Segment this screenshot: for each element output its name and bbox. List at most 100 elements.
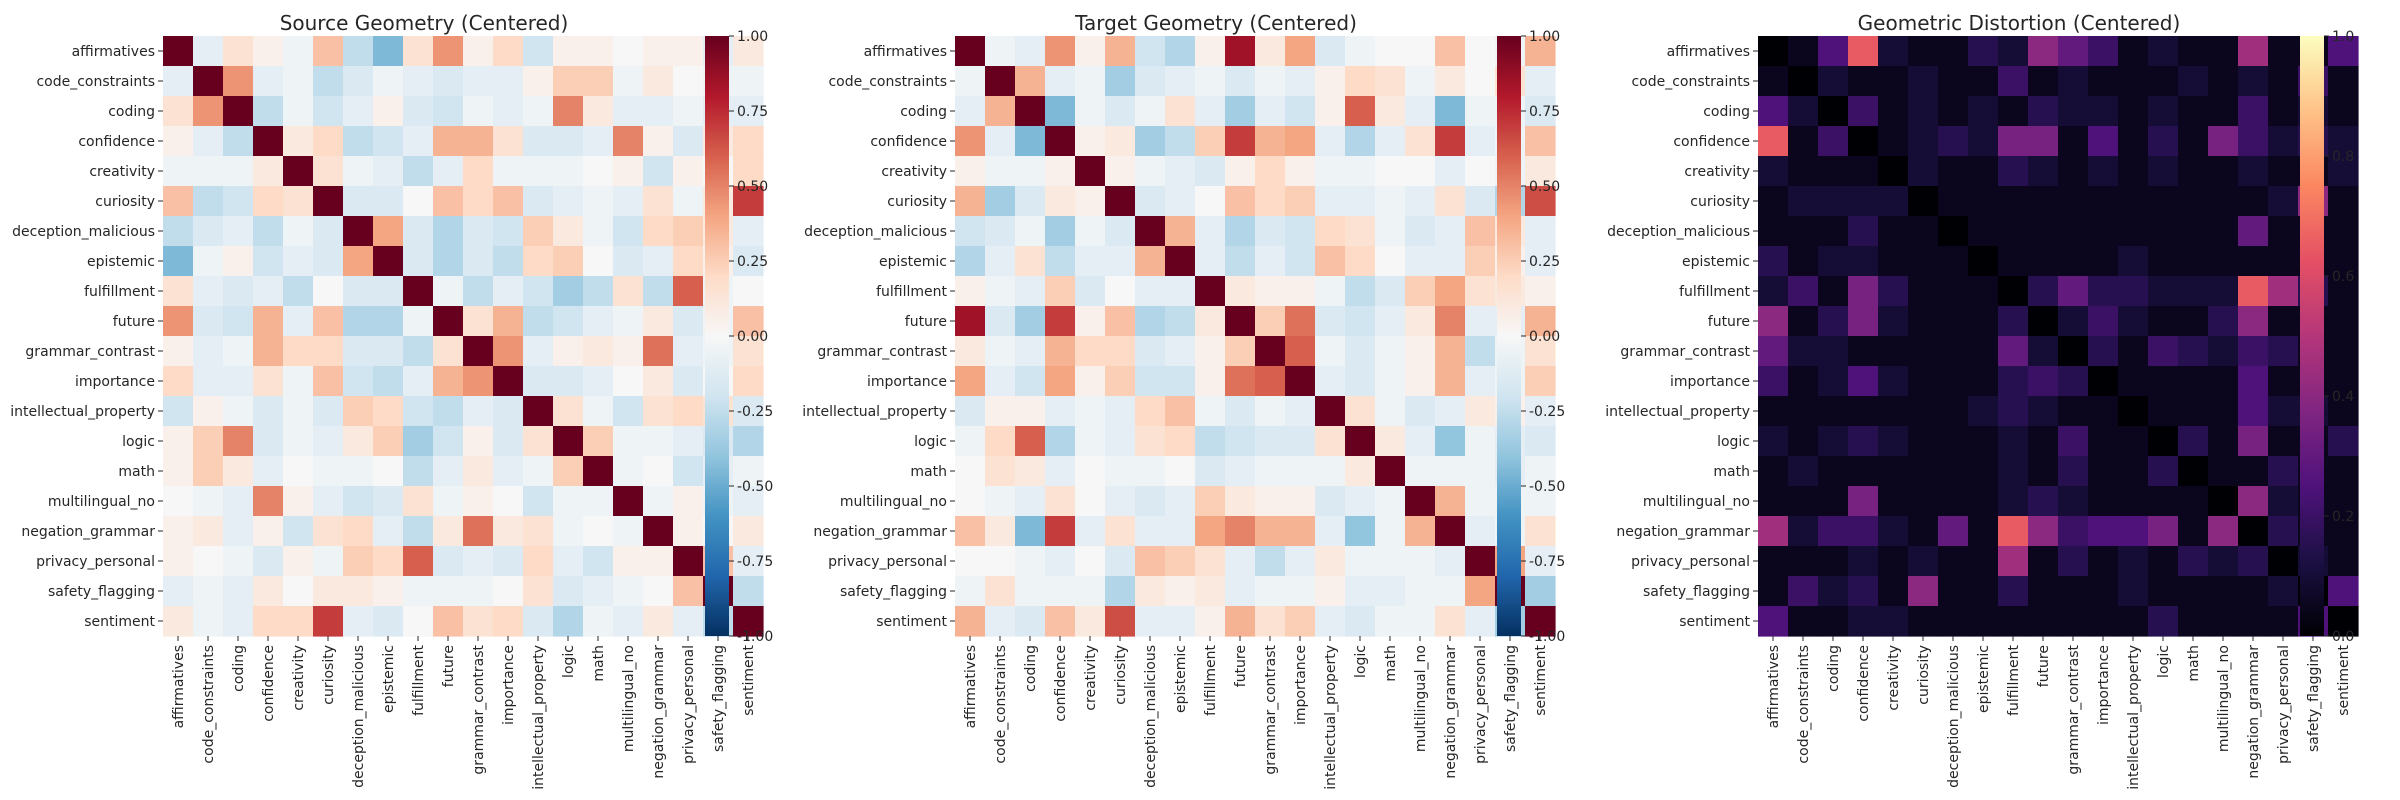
- heatmap-cell-creativity-coding: [1818, 156, 1849, 187]
- heatmap-cell-grammar_contrast-confidence: [253, 336, 284, 367]
- heatmap-cell-fulfillment-future: [1225, 276, 1256, 307]
- heatmap-cell-curiosity-future: [1225, 186, 1256, 217]
- heatmap-cell-affirmatives-logic: [2148, 36, 2179, 67]
- heatmap-cell-epistemic-creativity: [283, 246, 314, 277]
- x-tick-label: sentiment: [1533, 644, 1549, 715]
- heatmap-cell-deception_malicious-sentiment: [2328, 216, 2359, 247]
- heatmap-cell-creativity-multilingual_no: [1405, 156, 1436, 187]
- heatmap-cell-coding-curiosity: [1908, 96, 1939, 127]
- heatmap-cell-curiosity-creativity: [283, 186, 314, 217]
- heatmap-cell-multilingual_no-privacy_personal: [1465, 486, 1496, 517]
- heatmap-cell-confidence-intellectual_property: [2118, 126, 2149, 157]
- heatmap-cell-intellectual_property-privacy_personal: [1465, 396, 1496, 427]
- heatmap-cell-epistemic-fulfillment: [1998, 246, 2029, 277]
- heatmap-cell-logic-fulfillment: [1998, 426, 2029, 457]
- heatmap-cell-coding-future: [1225, 96, 1256, 127]
- y-tick-label: importance: [867, 374, 947, 390]
- heatmap-cell-safety_flagging-logic: [2148, 576, 2179, 607]
- heatmap-cell-affirmatives-future: [1225, 36, 1256, 67]
- heatmap-cell-math-confidence: [1848, 456, 1879, 487]
- heatmap-cell-grammar_contrast-grammar_contrast: [2058, 336, 2089, 367]
- heatmap-cell-importance-grammar_contrast: [1255, 366, 1286, 397]
- heatmap-cell-math-future: [1225, 456, 1256, 487]
- heatmap-cell-math-logic: [2148, 456, 2179, 487]
- heatmap-cell-coding-intellectual_property: [1315, 96, 1346, 127]
- heatmap-cell-math-deception_malicious: [1938, 456, 1969, 487]
- heatmap-cell-intellectual_property-future: [433, 396, 464, 427]
- heatmap-cell-fulfillment-curiosity: [1105, 276, 1136, 307]
- heatmap-cell-logic-affirmatives: [163, 426, 194, 457]
- heatmap-cell-confidence-deception_malicious: [1135, 126, 1166, 157]
- heatmap-cell-epistemic-multilingual_no: [1405, 246, 1436, 277]
- heatmap-cell-logic-epistemic: [1165, 426, 1196, 457]
- y-tick-label: logic: [1717, 434, 1750, 450]
- heatmap-cell-deception_malicious-affirmatives: [163, 216, 194, 247]
- heatmap-cell-curiosity-grammar_contrast: [2058, 186, 2089, 217]
- colorbar-tick-label: 0.4: [2332, 389, 2354, 405]
- heatmap-cell-importance-grammar_contrast: [463, 366, 494, 397]
- y-tick-label: privacy_personal: [36, 554, 155, 570]
- heatmap-cell-importance-logic: [1345, 366, 1376, 397]
- heatmap-cell-multilingual_no-logic: [1345, 486, 1376, 517]
- heatmap-cell-code_constraints-deception_malicious: [1938, 66, 1969, 97]
- y-tick-label: importance: [1670, 374, 1750, 390]
- heatmap-cell-code_constraints-negation_grammar: [1435, 66, 1466, 97]
- heatmap-cell-fulfillment-coding: [1818, 276, 1849, 307]
- heatmap-cell-grammar_contrast-code_constraints: [1788, 336, 1819, 367]
- x-tick-label: logic: [561, 645, 577, 678]
- x-tick-label: epistemic: [381, 645, 397, 713]
- heatmap-cell-deception_malicious-confidence: [1045, 216, 1076, 247]
- heatmap-cell-intellectual_property-epistemic: [1165, 396, 1196, 427]
- heatmap-cell-fulfillment-code_constraints: [985, 276, 1016, 307]
- x-tick-label: negation_grammar: [651, 645, 667, 779]
- heatmap-cell-fulfillment-grammar_contrast: [1255, 276, 1286, 307]
- heatmap-cell-intellectual_property-sentiment: [733, 396, 764, 427]
- y-tick-label: negation_grammar: [1616, 524, 1750, 540]
- heatmap-cell-fulfillment-intellectual_property: [1315, 276, 1346, 307]
- heatmap-cell-affirmatives-intellectual_property: [1315, 36, 1346, 67]
- heatmap-cell-curiosity-creativity: [1075, 186, 1106, 217]
- heatmap-cell-future-logic: [553, 306, 584, 337]
- heatmap-cell-multilingual_no-negation_grammar: [643, 486, 674, 517]
- heatmap-cell-deception_malicious-curiosity: [313, 216, 344, 247]
- heatmap-cell-confidence-curiosity: [1105, 126, 1136, 157]
- heatmap-cell-grammar_contrast-multilingual_no: [2208, 336, 2239, 367]
- heatmap-cell-code_constraints-negation_grammar: [643, 66, 674, 97]
- heatmap-cell-fulfillment-privacy_personal: [673, 276, 704, 307]
- heatmap-cell-coding-negation_grammar: [643, 96, 674, 127]
- heatmap-cell-fulfillment-multilingual_no: [2208, 276, 2239, 307]
- heatmap-cell-future-sentiment: [1525, 306, 1556, 337]
- heatmap-cell-coding-future: [433, 96, 464, 127]
- heatmap-cell-importance-creativity: [1878, 366, 1909, 397]
- heatmap-cell-grammar_contrast-importance: [2088, 336, 2119, 367]
- heatmap-cell-negation_grammar-deception_malicious: [1938, 516, 1969, 547]
- heatmap-cell-fulfillment-sentiment: [1525, 276, 1556, 307]
- heatmap-cell-coding-privacy_personal: [2268, 96, 2299, 127]
- x-tick-label: importance: [2096, 645, 2112, 725]
- heatmap-cell-epistemic-curiosity: [1908, 246, 1939, 277]
- heatmap-cell-privacy_personal-fulfillment: [1195, 546, 1226, 577]
- heatmap-cell-negation_grammar-fulfillment: [1998, 516, 2029, 547]
- heatmap-cell-confidence-intellectual_property: [523, 126, 554, 157]
- heatmap-cell-grammar_contrast-coding: [223, 336, 254, 367]
- heatmap-cell-intellectual_property-importance: [1285, 396, 1316, 427]
- heatmap-cell-negation_grammar-confidence: [1045, 516, 1076, 547]
- heatmap-cell-sentiment-creativity: [1878, 606, 1909, 637]
- heatmap-cell-grammar_contrast-deception_malicious: [1938, 336, 1969, 367]
- heatmap-cell-creativity-intellectual_property: [1315, 156, 1346, 187]
- heatmap-cell-logic-logic: [2148, 426, 2179, 457]
- heatmap-cell-code_constraints-privacy_personal: [1465, 66, 1496, 97]
- heatmap-cell-deception_malicious-coding: [1818, 216, 1849, 247]
- heatmap-cell-safety_flagging-sentiment: [2328, 576, 2359, 607]
- heatmap-cell-deception_malicious-curiosity: [1105, 216, 1136, 247]
- heatmap-cell-confidence-fulfillment: [403, 126, 434, 157]
- heatmap-cell-creativity-math: [583, 156, 614, 187]
- heatmap-cell-curiosity-creativity: [1878, 186, 1909, 217]
- heatmap-cell-multilingual_no-negation_grammar: [1435, 486, 1466, 517]
- heatmap-cell-coding-epistemic: [1165, 96, 1196, 127]
- heatmap-cell-future-future: [2028, 306, 2059, 337]
- heatmap-cell-deception_malicious-code_constraints: [985, 216, 1016, 247]
- heatmap-cell-privacy_personal-importance: [493, 546, 524, 577]
- heatmap-cell-fulfillment-privacy_personal: [2268, 276, 2299, 307]
